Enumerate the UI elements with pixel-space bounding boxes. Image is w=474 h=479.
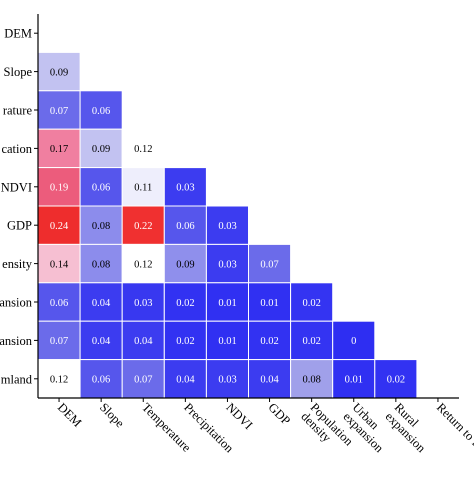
cell-value-label: 0.04	[92, 336, 111, 347]
cell-value-label: 0.02	[303, 298, 321, 309]
cell-value-label: 0.02	[260, 336, 278, 347]
cell-value-label: 0.02	[176, 298, 194, 309]
heatmap-cell	[163, 205, 207, 245]
heatmap-cell	[79, 205, 123, 245]
cell-value-label: 0.03	[134, 298, 152, 309]
heatmap-cell	[79, 282, 123, 322]
cell-value-label: 0.06	[92, 106, 110, 117]
cell-value-label: 0.09	[176, 259, 194, 270]
cell-value-label: 0.02	[176, 336, 194, 347]
heatmap-cell	[248, 282, 292, 322]
row-tick-labels: DEM Slope rature cation NDVI GDP ensity ansion a…	[0, 27, 33, 387]
cell-value-label: 0.17	[50, 144, 68, 155]
column-tick-label: Urbanexpansion	[340, 400, 395, 455]
row-tick-label: ensity	[2, 257, 33, 271]
cell-value-label: 0.03	[218, 221, 236, 232]
cell-value-label: 0.12	[50, 375, 68, 386]
heatmap-cell	[121, 243, 165, 284]
column-tick-label: DEM	[55, 400, 85, 430]
row-tick-label: DEM	[4, 27, 32, 41]
cell-value-label: 0.01	[260, 298, 278, 309]
row-tick-label: Slope	[4, 65, 33, 79]
heatmap-cell	[248, 359, 292, 399]
cell-value-label: 0.02	[387, 375, 405, 386]
cell-value-label: 0.14	[50, 259, 69, 270]
heatmap-cells	[37, 51, 418, 399]
heatmap-cell	[79, 167, 123, 207]
heatmap-cell	[374, 359, 418, 399]
row-tick-label: mland	[1, 372, 33, 386]
cell-value-label: 0.04	[176, 375, 195, 386]
heatmap-cell	[37, 282, 81, 322]
heatmap-cell	[290, 282, 334, 322]
cell-value-label: 0.07	[260, 259, 278, 270]
cell-value-label: 0.24	[50, 221, 69, 232]
heatmap-cell	[37, 359, 81, 399]
heatmap-cell	[332, 320, 376, 361]
cell-value-label: 0.02	[303, 336, 321, 347]
heatmap-cell	[37, 320, 81, 361]
heatmap-cell	[248, 243, 292, 284]
cell-value-label: 0.01	[218, 336, 236, 347]
column-tick-label: GDP	[265, 400, 293, 428]
cell-value-label: 0.01	[218, 298, 236, 309]
row-tick-label: rature	[3, 104, 33, 118]
cell-value-label: 0.01	[345, 375, 363, 386]
heatmap-cell	[121, 320, 165, 361]
cell-value-label: 0.22	[134, 221, 152, 232]
column-tick-label: Return to forest	[434, 400, 474, 466]
cell-value-label: 0.06	[92, 375, 110, 386]
row-tick-label: GDP	[7, 219, 32, 233]
heatmap-axes	[34, 14, 459, 402]
row-tick-label: ansion	[0, 334, 33, 348]
column-tick-label: NDVI	[223, 400, 255, 432]
row-tick-label: NDVI	[1, 180, 32, 194]
column-tick-label: Slope	[97, 400, 127, 430]
heatmap-cell	[79, 243, 123, 284]
heatmap-value-labels: 0.09 0.07 0.06 0.17 0.09 0.12 0.19 0.06 0.11 0.03…	[50, 67, 405, 385]
cell-value-label: 0.19	[50, 183, 68, 194]
cell-value-label: 0.09	[50, 67, 68, 78]
column-tick-label: Ruralexpansion	[383, 400, 438, 455]
cell-value-label: 0.03	[218, 375, 236, 386]
heatmap-cell	[121, 128, 165, 169]
cell-value-label: 0.11	[134, 183, 152, 194]
row-tick-label: cation	[1, 142, 32, 156]
cell-value-label: 0.06	[92, 183, 110, 194]
cell-value-label: 0.07	[50, 336, 68, 347]
cell-value-label: 0	[351, 336, 356, 347]
cell-value-label: 0.08	[92, 221, 110, 232]
cell-value-label: 0.06	[176, 221, 194, 232]
row-tick-label: ansion	[0, 296, 33, 310]
cell-value-label: 0.09	[92, 144, 110, 155]
cell-value-label: 0.08	[92, 259, 110, 270]
cell-value-label: 0.04	[92, 298, 111, 309]
cell-value-label: 0.12	[134, 259, 152, 270]
heatmap-cell	[163, 359, 207, 399]
cell-value-label: 0.03	[218, 259, 236, 270]
cell-value-label: 0.07	[134, 375, 152, 386]
heatmap-cell	[163, 243, 207, 284]
heatmap-cell	[205, 243, 249, 284]
cell-value-label: 0.04	[260, 375, 279, 386]
cell-value-label: 0.03	[176, 183, 194, 194]
cell-value-label: 0.12	[134, 144, 152, 155]
heatmap-cell	[37, 90, 81, 130]
cell-value-label: 0.07	[50, 106, 68, 117]
cell-value-label: 0.04	[134, 336, 153, 347]
heatmap-cell	[163, 167, 207, 207]
cell-value-label: 0.08	[303, 375, 321, 386]
cell-value-label: 0.06	[50, 298, 68, 309]
column-tick-label: Populationdensity	[298, 400, 356, 458]
